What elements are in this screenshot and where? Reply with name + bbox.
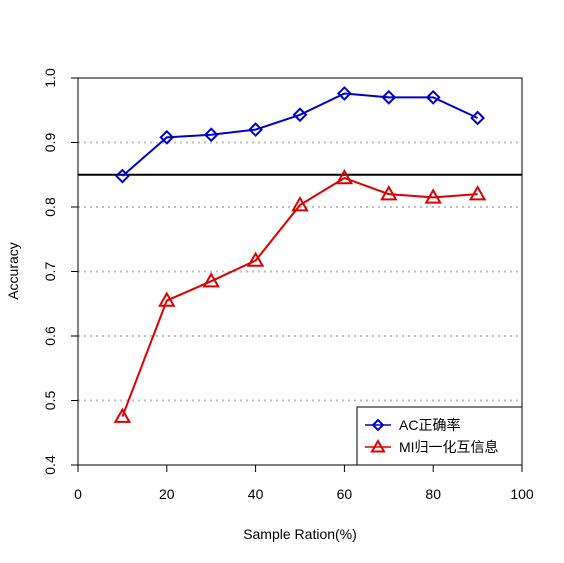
y-tick-label-0.5: 0.5 [42, 391, 58, 411]
series-0-point-2 [203, 127, 219, 143]
x-tick-label-80: 80 [425, 486, 441, 502]
x-axis-label: Sample Ration(%) [243, 526, 357, 542]
grid-lines [78, 141, 522, 402]
series-1-point-6 [380, 185, 398, 201]
series-group [113, 86, 487, 423]
y-axis-label: Accuracy [5, 242, 21, 300]
legend-box [356, 406, 523, 466]
series-0-point-3 [248, 122, 264, 138]
y-tick-label-0.8: 0.8 [42, 197, 58, 217]
x-tick-label-20: 20 [159, 486, 175, 502]
x-tick-label-0: 0 [74, 486, 82, 502]
y-tick-label-0.4: 0.4 [42, 455, 58, 475]
series-1-point-0 [113, 407, 132, 423]
legend-label-1: MI归一化互信息 [399, 439, 499, 455]
series-line-1 [121, 176, 478, 417]
y-tick-label-0.7: 0.7 [42, 262, 58, 282]
series-0-point-0 [114, 168, 130, 184]
series-1-point-5 [335, 168, 354, 185]
series-1-point-1 [158, 291, 176, 307]
series-1-point-4 [291, 196, 309, 212]
series-1-point-3 [246, 251, 265, 267]
series-1-point-7 [424, 188, 442, 204]
x-tick-label-60: 60 [337, 486, 353, 502]
x-tick-label-40: 40 [248, 486, 264, 502]
series-0-point-6 [381, 89, 397, 105]
series-0-point-1 [159, 129, 175, 145]
axes: 0 20 40 60 80 100 0.4 0.5 0.6 0.7 0.8 0.9 1.0 [42, 68, 534, 502]
legend-label-0: AC正确率 [399, 417, 460, 433]
series-1-point-8 [468, 185, 487, 201]
y-tick-label-1.0: 1.0 [42, 68, 58, 88]
series-0-point-8 [470, 110, 486, 126]
legend: AC正确率 MI归一化互信息 [356, 406, 523, 466]
series-1-point-2 [202, 272, 220, 288]
x-tick-label-100: 100 [510, 486, 534, 502]
y-tick-label-0.6: 0.6 [42, 326, 58, 346]
y-tick-label-0.9: 0.9 [42, 133, 58, 153]
series-0-point-4 [292, 107, 308, 123]
legend-marker-1 [370, 438, 386, 453]
series-line-0 [121, 92, 479, 177]
legend-marker-0 [371, 418, 385, 432]
series-0-point-5 [336, 86, 352, 101]
series-0-point-7 [425, 89, 441, 105]
